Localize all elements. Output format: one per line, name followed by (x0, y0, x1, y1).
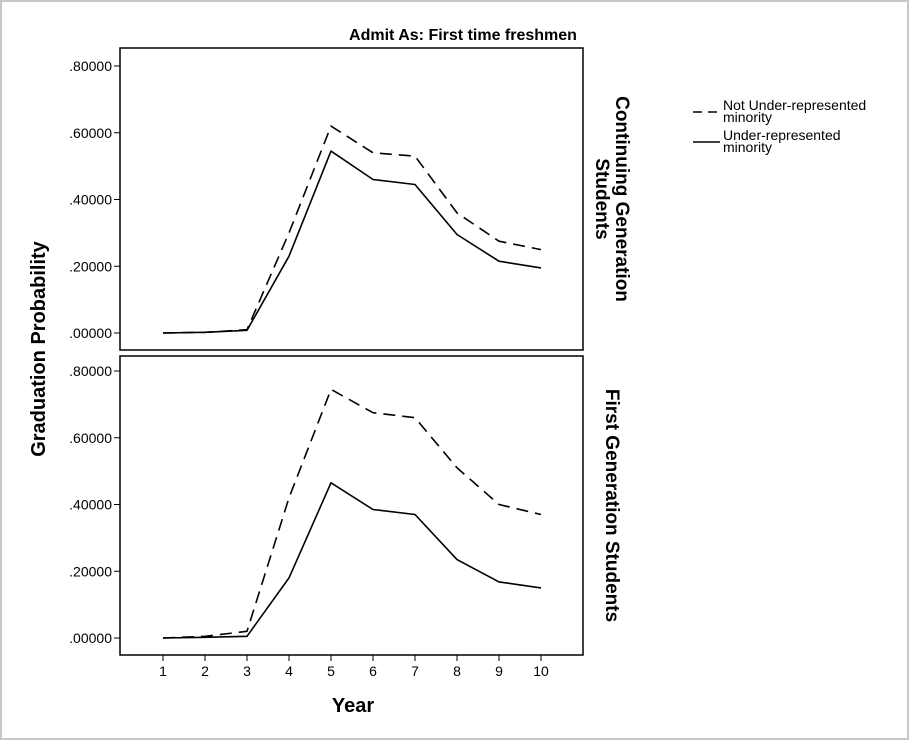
x-tick-label: 8 (453, 663, 461, 679)
legend-label-line: Not Under-represented (723, 97, 866, 113)
x-tick-label: 6 (369, 663, 377, 679)
panel-strip-label: First Generation Students (601, 389, 622, 622)
y-tick-label: .00000 (69, 630, 112, 646)
panel-1: .00000 .20000 .40000 .60000 .80000 Continuing… (69, 47, 632, 351)
chart-title: Admit As: First time freshmen (349, 27, 577, 44)
panel-2: .00000 .20000 .40000 .60000 .80000 First Gene… (69, 355, 622, 656)
legend-label-line: minority (723, 139, 772, 155)
y-tick-label: .00000 (69, 325, 112, 341)
dashed-series-line (162, 125, 542, 334)
legend-label-line: minority (723, 109, 772, 125)
x-axis-title: Year (332, 695, 374, 717)
panel-frame (119, 47, 584, 351)
legend-label: Not Under-represented minority (723, 97, 866, 125)
y-tick-label: .80000 (69, 363, 112, 379)
x-tick-label: 3 (243, 663, 251, 679)
legend: Not Under-represented minorityUnder-repre… (693, 97, 866, 155)
y-tick-label: .20000 (69, 258, 112, 274)
x-tick-label: 9 (495, 663, 503, 679)
x-tick-label: 2 (201, 663, 209, 679)
panel-strip-label-line: Continuing Generation (611, 96, 632, 302)
panel-strip-label-line: Students (591, 158, 612, 239)
solid-series-line (162, 481, 542, 639)
x-axis: 1 2 3 4 5 6 7 8 9 10 (159, 655, 549, 679)
x-tick-label: 7 (411, 663, 419, 679)
panels: .00000 .20000 .40000 .60000 .80000 Continuing… (69, 47, 632, 656)
y-tick-label: .60000 (69, 125, 112, 141)
y-tick-label: .80000 (69, 58, 112, 74)
y-tick-label: .20000 (69, 563, 112, 579)
y-tick-label: .40000 (69, 192, 112, 208)
x-tick-label: 1 (159, 663, 167, 679)
y-tick-label: .40000 (69, 497, 112, 513)
legend-label-line: Under-represented (723, 127, 841, 143)
solid-series-line (162, 150, 542, 334)
x-tick-label: 4 (285, 663, 293, 679)
y-axis-title: Graduation Probability (28, 240, 50, 456)
dashed-series-line (162, 388, 542, 639)
x-tick-label: 10 (533, 663, 549, 679)
legend-label: Under-represented minority (723, 127, 841, 155)
panel-strip-label-line: First Generation Students (601, 389, 622, 622)
y-tick-label: .60000 (69, 430, 112, 446)
x-tick-label: 5 (327, 663, 335, 679)
panel-strip-label: Continuing GenerationStudents (591, 96, 632, 302)
panel-frame (119, 355, 584, 656)
